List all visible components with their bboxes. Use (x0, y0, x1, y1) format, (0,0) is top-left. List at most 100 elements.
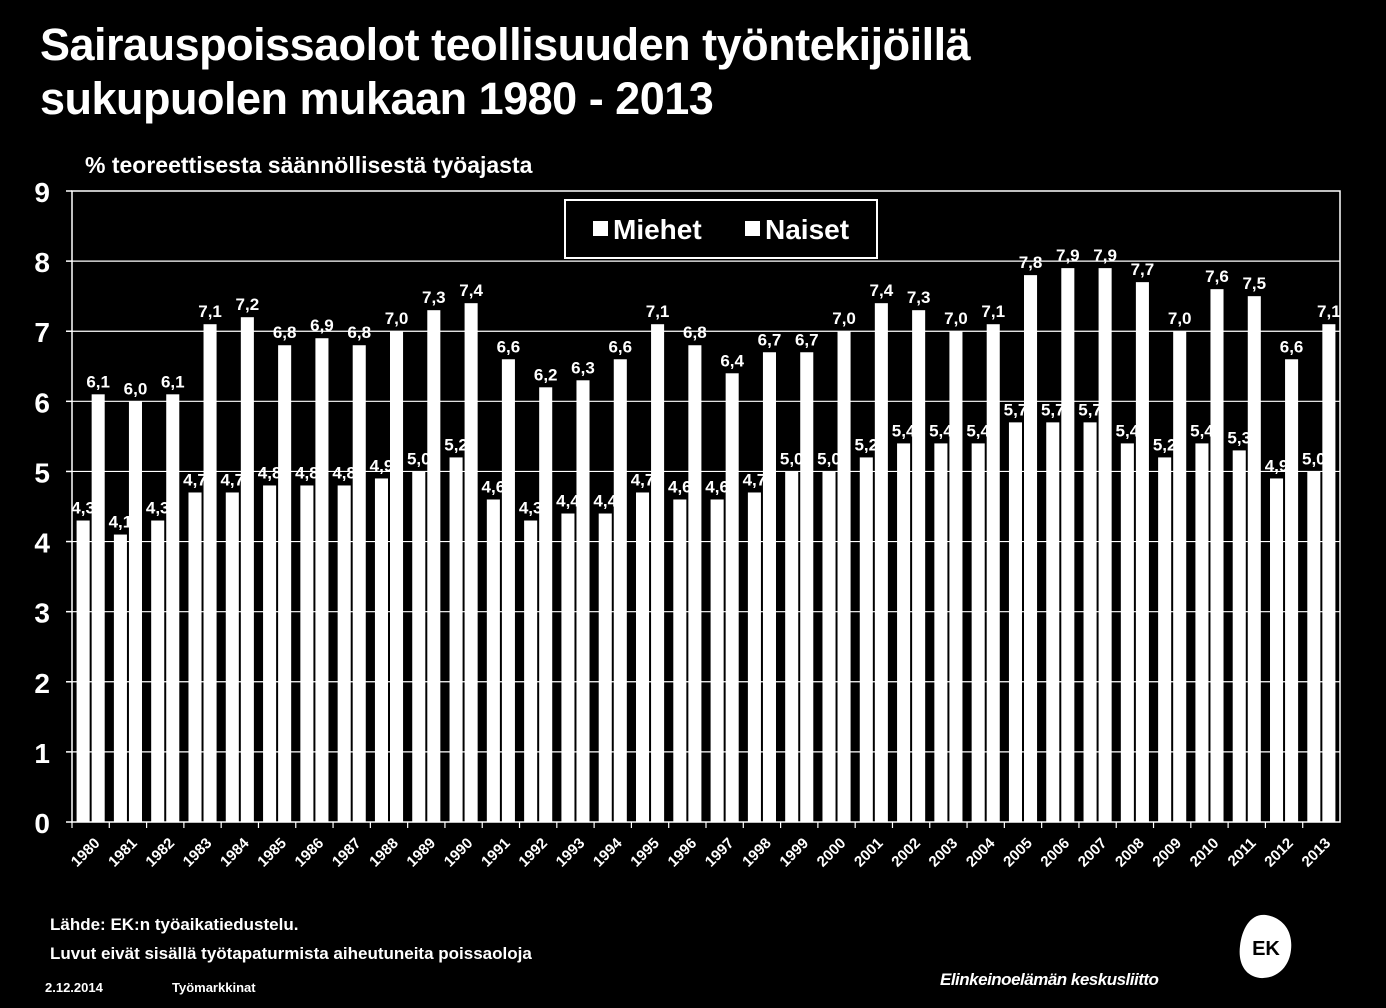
x-tick-label: 2013 (1299, 835, 1335, 871)
data-label-miehet: 4,8 (258, 463, 282, 482)
bar-naiset (1061, 268, 1075, 823)
bar-naiset (91, 394, 105, 822)
title-line-1: Sairauspoissaolot teollisuuden työntekij… (40, 19, 971, 70)
bar-miehet (934, 443, 948, 822)
y-tick-label: 7 (34, 317, 50, 348)
x-tick-label: 1999 (776, 835, 812, 871)
bar-miehet (1232, 450, 1246, 822)
bar-naiset (240, 317, 254, 822)
data-label-miehet: 5,7 (1041, 400, 1065, 419)
bar-naiset (315, 338, 329, 822)
data-label-naiset: 7,5 (1242, 274, 1266, 293)
bar-miehet (636, 492, 650, 822)
legend (564, 199, 878, 259)
data-label-naiset: 7,4 (870, 281, 894, 300)
data-label-miehet: 4,8 (332, 463, 356, 482)
bar-naiset (688, 345, 702, 822)
bar-naiset (352, 345, 366, 822)
x-tick-label: 1988 (366, 835, 402, 871)
data-label-miehet: 4,8 (295, 463, 319, 482)
x-tick-label: 2003 (926, 835, 962, 871)
bar-miehet (561, 513, 575, 822)
data-label-naiset: 7,1 (1317, 302, 1341, 321)
organization-name: Elinkeinoelämän keskusliitto (940, 970, 1159, 989)
bar-naiset (912, 310, 926, 822)
data-label-naiset: 7,8 (1019, 253, 1043, 272)
y-tick-label: 6 (34, 387, 50, 418)
data-label-naiset: 6,7 (758, 330, 782, 349)
bar-chart: 0 1 2 3 4 5 6 7 8 9 4,3 6,1 1980 4,1 6,0 1981 4,3 6,1 1982… (34, 177, 1341, 871)
bar-naiset (501, 359, 515, 822)
exclusion-note: Luvut eivät sisällä työtapaturmista aihe… (50, 944, 532, 963)
footer-date: 2.12.2014 (45, 980, 103, 995)
x-tick-label: 2012 (1261, 835, 1297, 871)
data-label-naiset: 7,4 (459, 281, 483, 300)
x-tick-label: 2007 (1075, 835, 1111, 871)
x-tick-label: 1994 (590, 834, 626, 870)
data-label-miehet: 4,7 (183, 470, 207, 489)
bar-naiset (837, 331, 851, 822)
bar-miehet (673, 499, 687, 822)
x-tick-label: 2006 (1038, 835, 1074, 871)
x-tick-label: 2008 (1112, 835, 1148, 871)
data-label-miehet: 4,4 (556, 492, 580, 511)
x-tick-label: 1995 (627, 835, 663, 871)
data-label-miehet: 5,0 (780, 449, 804, 468)
y-tick-label: 0 (34, 808, 50, 839)
x-tick-label: 1990 (441, 835, 477, 871)
bar-miehet (1083, 422, 1097, 822)
bar-miehet (897, 443, 911, 822)
bar-miehet (971, 443, 985, 822)
bar-miehet (188, 492, 202, 822)
bar-naiset (390, 331, 404, 822)
data-label-miehet: 5,0 (817, 449, 841, 468)
bar-naiset (762, 352, 776, 822)
ek-logo-icon: EK (1239, 914, 1292, 979)
x-tick-label: 1997 (702, 835, 738, 871)
bar-naiset (1135, 282, 1149, 823)
x-tick-label: 1992 (515, 835, 551, 871)
data-label-miehet: 5,7 (1078, 400, 1102, 419)
plot-area (71, 190, 1341, 823)
data-label-miehet: 5,0 (1302, 449, 1326, 468)
bar-naiset (725, 373, 739, 822)
data-label-naiset: 7,1 (198, 302, 222, 321)
x-tick-label: 2000 (814, 835, 850, 871)
data-label-naiset: 7,0 (385, 309, 409, 328)
data-label-naiset: 7,0 (944, 309, 968, 328)
data-label-naiset: 6,2 (534, 365, 558, 384)
title-line-2: sukupuolen mukaan 1980 - 2013 (40, 73, 714, 124)
y-tick-label: 5 (34, 457, 50, 488)
data-label-miehet: 5,2 (854, 435, 878, 454)
data-label-naiset: 6,4 (720, 351, 744, 370)
bar-miehet (785, 471, 799, 822)
data-label-miehet: 5,4 (1190, 421, 1214, 440)
data-label-naiset: 6,3 (571, 358, 595, 377)
data-label-naiset: 7,7 (1131, 260, 1155, 279)
bar-naiset (539, 387, 553, 822)
y-tick-label: 9 (34, 177, 50, 208)
data-label-miehet: 5,4 (1116, 421, 1140, 440)
data-label-miehet: 4,3 (146, 499, 170, 518)
bar-naiset (464, 303, 478, 823)
x-tick-label: 1998 (739, 835, 775, 871)
bar-miehet (449, 457, 463, 822)
bar-miehet (1158, 457, 1172, 822)
x-tick-label: 2004 (963, 834, 999, 870)
data-label-naiset: 7,2 (236, 295, 260, 314)
bar-naiset (651, 324, 665, 822)
bar-naiset (203, 324, 217, 822)
bar-miehet (598, 513, 612, 822)
data-label-miehet: 5,2 (444, 435, 468, 454)
data-label-miehet: 4,1 (109, 513, 133, 532)
x-tick-label: 1987 (329, 835, 365, 871)
x-tick-label: 1993 (553, 835, 589, 871)
x-tick-label: 2011 (1225, 835, 1260, 870)
data-label-miehet: 5,2 (1153, 435, 1177, 454)
data-label-miehet: 5,4 (966, 421, 990, 440)
data-label-naiset: 6,0 (124, 379, 148, 398)
bar-miehet (1270, 478, 1284, 822)
bar-miehet (76, 520, 90, 822)
bar-miehet (822, 471, 836, 822)
x-tick-label: 1983 (180, 835, 216, 871)
